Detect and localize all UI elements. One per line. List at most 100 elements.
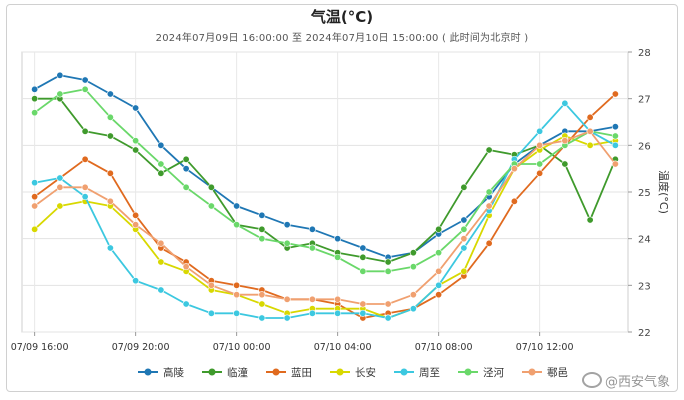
- data-point: [132, 211, 140, 219]
- x-tick-label: 07/09 20:00: [112, 342, 170, 353]
- data-point: [207, 309, 215, 317]
- data-point: [510, 165, 518, 173]
- x-tick-label: 07/10 12:00: [516, 342, 574, 353]
- data-point: [409, 305, 417, 313]
- legend-item: 长安: [330, 366, 376, 379]
- data-point: [283, 221, 291, 229]
- legend-label: 鄠邑: [547, 367, 568, 379]
- weibo-icon: [581, 372, 602, 388]
- data-point: [586, 127, 594, 135]
- data-point: [586, 216, 594, 224]
- data-point: [460, 216, 468, 224]
- data-point: [31, 193, 39, 201]
- legend-label: 蓝田: [291, 367, 312, 379]
- data-point: [384, 258, 392, 266]
- series-4: [31, 99, 619, 322]
- chart-subtitle: 2024年07月09日 16:00:00 至 2024年07月10日 15:00…: [155, 33, 529, 44]
- data-point: [409, 263, 417, 271]
- y-tick-label: 26: [638, 141, 651, 152]
- data-point: [561, 137, 569, 145]
- data-point: [611, 132, 619, 140]
- data-point: [258, 211, 266, 219]
- x-tick-label: 07/09 16:00: [11, 342, 69, 353]
- y-tick-label: 23: [638, 281, 651, 292]
- data-point: [56, 90, 64, 98]
- y-tick-label: 28: [638, 48, 651, 59]
- data-point: [460, 244, 468, 252]
- data-point: [157, 239, 165, 247]
- data-point: [31, 225, 39, 233]
- data-point: [182, 263, 190, 271]
- data-point: [460, 183, 468, 191]
- data-point: [31, 179, 39, 187]
- data-point: [460, 225, 468, 233]
- data-point: [106, 113, 114, 121]
- data-point: [182, 165, 190, 173]
- data-point: [56, 202, 64, 210]
- legend-item: 鄠邑: [522, 367, 568, 379]
- legend-item: 高陵: [138, 366, 184, 379]
- data-point: [561, 160, 569, 168]
- data-point: [409, 291, 417, 299]
- watermark-text: @西安气象: [604, 375, 670, 390]
- data-point: [106, 132, 114, 140]
- data-point: [182, 300, 190, 308]
- data-point: [233, 291, 241, 299]
- data-point: [611, 160, 619, 168]
- data-point: [283, 239, 291, 247]
- data-point: [308, 225, 316, 233]
- legend-swatch-marker: [336, 368, 344, 376]
- series-1: [31, 95, 619, 266]
- data-point: [485, 146, 493, 154]
- data-point: [81, 155, 89, 163]
- legend-item: 临潼: [202, 366, 248, 379]
- data-point: [359, 300, 367, 308]
- data-point: [611, 90, 619, 98]
- x-tick-label: 07/10 00:00: [213, 342, 271, 353]
- data-point: [384, 314, 392, 322]
- data-point: [31, 95, 39, 103]
- y-tick-label: 22: [638, 328, 651, 339]
- series-line: [34, 97, 617, 263]
- data-point: [586, 141, 594, 149]
- data-point: [157, 169, 165, 177]
- data-point: [334, 309, 342, 317]
- legend-label: 周至: [419, 367, 440, 379]
- data-point: [106, 90, 114, 98]
- data-point: [409, 249, 417, 257]
- data-point: [182, 183, 190, 191]
- data-point: [283, 295, 291, 303]
- data-point: [207, 183, 215, 191]
- data-point: [132, 277, 140, 285]
- weibo-watermark: @西安气象: [581, 371, 670, 390]
- data-point: [31, 85, 39, 93]
- data-point: [435, 225, 443, 233]
- data-point: [207, 281, 215, 289]
- data-point: [334, 253, 342, 261]
- legend-label: 长安: [355, 366, 376, 379]
- data-point: [359, 244, 367, 252]
- data-point: [536, 127, 544, 135]
- data-point: [258, 235, 266, 243]
- data-point: [157, 160, 165, 168]
- data-point: [157, 141, 165, 149]
- data-point: [233, 309, 241, 317]
- legend-item: 周至: [394, 367, 440, 379]
- legend-item: 蓝田: [266, 367, 312, 379]
- data-point: [308, 309, 316, 317]
- y-tick-label: 25: [638, 188, 651, 199]
- legend-label: 高陵: [163, 366, 184, 379]
- data-point: [435, 249, 443, 257]
- data-point: [510, 197, 518, 205]
- data-point: [485, 202, 493, 210]
- x-tick-label: 07/10 08:00: [415, 342, 473, 353]
- legend-swatch-marker: [208, 368, 216, 376]
- data-point: [233, 221, 241, 229]
- data-point: [536, 160, 544, 168]
- data-point: [283, 314, 291, 322]
- data-point: [132, 146, 140, 154]
- y-tick-label: 24: [638, 235, 651, 246]
- legend-label: 泾河: [483, 366, 504, 379]
- data-point: [536, 141, 544, 149]
